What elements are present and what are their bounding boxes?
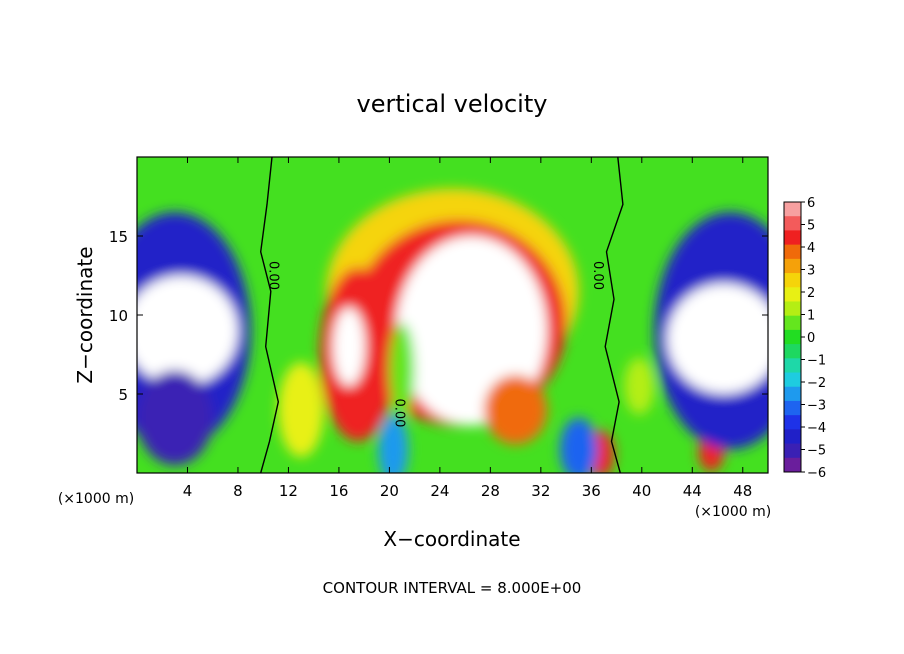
x-tick-label: 12 xyxy=(279,482,298,500)
contour-interval-footer: CONTOUR INTERVAL = 8.000E+00 xyxy=(323,579,582,597)
x-tick-label: 32 xyxy=(531,482,550,500)
colorbar-tick-label: −6 xyxy=(807,466,826,481)
x-tick-label: 40 xyxy=(632,482,651,500)
colorbar-swatch xyxy=(784,358,801,374)
colorbar-tick-label: 1 xyxy=(807,309,815,324)
y-tick-label: 10 xyxy=(109,307,128,325)
colorbar-tick-label: −3 xyxy=(807,399,826,414)
colorbar-tick-label: 2 xyxy=(807,286,815,301)
colorbar-swatch xyxy=(784,344,801,359)
field-blob xyxy=(389,322,415,418)
colorbar-swatch xyxy=(784,443,801,459)
colorbar: 6 5 4 3 2 1 0 −1 −2 −3 −4 −5 −6 xyxy=(783,196,826,481)
field-blob xyxy=(667,283,768,394)
contour-value-label: 0.00 xyxy=(392,398,407,427)
zero-contour-line xyxy=(259,157,280,473)
colorbar-tick-label: 3 xyxy=(807,264,815,279)
colorbar-tick-label: −4 xyxy=(807,421,826,436)
field-blob xyxy=(484,375,548,445)
x-unit-left: (×1000 m) xyxy=(58,491,134,507)
x-tick-label: 24 xyxy=(430,482,449,500)
x-unit-right: (×1000 m) xyxy=(695,504,771,520)
field-blob xyxy=(332,307,366,387)
colorbar-swatch xyxy=(784,386,801,402)
x-tick-label: 36 xyxy=(582,482,601,500)
contour-value-label: 0.00 xyxy=(266,261,281,290)
colorbar-tick-label: 0 xyxy=(807,331,815,346)
colorbar-swatch xyxy=(784,258,801,274)
x-tick-label: 20 xyxy=(380,482,399,500)
colorbar-tick-label: −5 xyxy=(807,444,826,459)
y-tick-label: 5 xyxy=(118,386,128,404)
colorbar-swatch xyxy=(784,216,801,231)
colorbar-swatch xyxy=(784,457,801,473)
colorbar-tick-label: 5 xyxy=(807,219,815,234)
colorbar-tick-label: 4 xyxy=(807,241,815,256)
colorbar-swatch xyxy=(784,429,801,445)
x-tick-label: 4 xyxy=(183,482,193,500)
field-blob xyxy=(137,370,213,466)
colorbar-tick-label: 6 xyxy=(807,196,815,211)
colorbar-swatch xyxy=(784,287,801,302)
x-tick-label: 28 xyxy=(481,482,500,500)
plot-field xyxy=(137,157,768,473)
colorbar-swatch xyxy=(784,329,801,345)
colorbar-swatch xyxy=(784,202,801,217)
chart-title: vertical velocity xyxy=(357,90,548,118)
colorbar-swatch xyxy=(784,273,801,288)
colorbar-swatch xyxy=(784,315,801,331)
y-tick-label: 15 xyxy=(109,228,128,246)
field-blob xyxy=(278,362,324,458)
field-blob xyxy=(559,417,598,473)
colorbar-tick-label: −1 xyxy=(807,354,826,369)
x-tick-label: 48 xyxy=(733,482,752,500)
y-axis-label: Z−coordinate xyxy=(73,246,97,383)
x-axis-label: X−coordinate xyxy=(383,527,520,551)
colorbar-swatch xyxy=(784,244,801,260)
field-blob xyxy=(378,414,409,473)
colorbar-swatch xyxy=(784,230,801,246)
colorbar-swatch xyxy=(784,372,801,388)
field-blob xyxy=(624,357,655,415)
x-tick-label: 44 xyxy=(683,482,702,500)
x-tick-label: 8 xyxy=(233,482,243,500)
colorbar-swatch xyxy=(784,301,801,317)
contour-value-label: 0.00 xyxy=(590,261,605,290)
colorbar-swatch xyxy=(784,415,801,430)
zero-contour-line xyxy=(604,157,624,473)
colorbar-tick-label: −2 xyxy=(807,376,826,391)
x-tick-label: 16 xyxy=(329,482,348,500)
field-blob xyxy=(137,275,238,387)
colorbar-swatch xyxy=(784,400,801,416)
